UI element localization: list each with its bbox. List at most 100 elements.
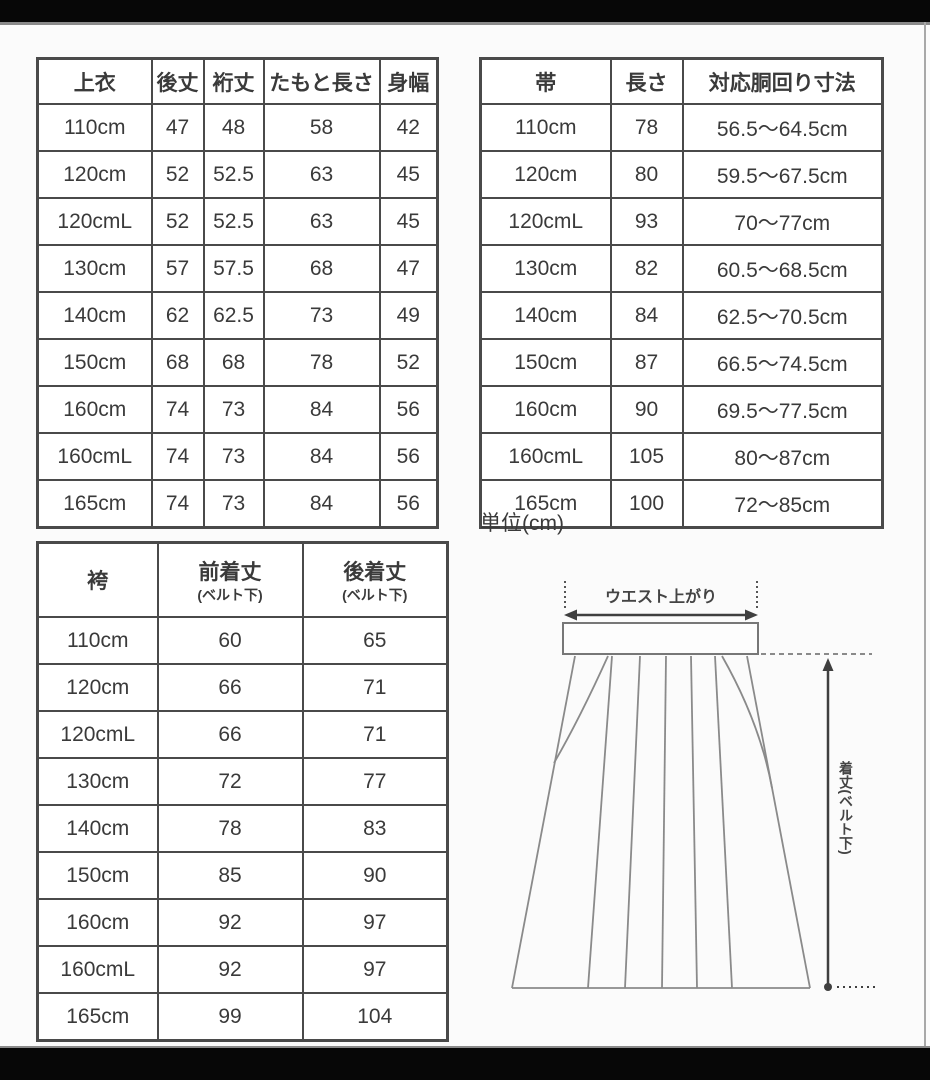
- value-cell: 92: [156, 945, 304, 994]
- column-header: 長さ: [609, 57, 684, 105]
- value-cell: 71: [301, 710, 449, 759]
- table-row: 120cm 52 52.5 63 45: [36, 150, 439, 199]
- top-letterbox-bar: [0, 0, 930, 25]
- table-row: 110cm 78 56.5〜64.5cm: [479, 103, 884, 152]
- size-cell: 130cm: [479, 244, 612, 293]
- table-row: 140cm 62 62.5 73 49: [36, 291, 439, 340]
- value-cell: 62.5〜70.5cm: [681, 291, 884, 340]
- length-arrow: [822, 658, 878, 991]
- value-cell: 66: [156, 710, 304, 759]
- value-cell: 63: [262, 197, 381, 246]
- value-cell: 80: [609, 150, 684, 199]
- size-cell: 150cm: [36, 338, 153, 387]
- table-row: 120cmL 52 52.5 63 45: [36, 197, 439, 246]
- size-cell: 140cm: [36, 804, 159, 853]
- value-cell: 52.5: [202, 197, 265, 246]
- value-cell: 73: [202, 432, 265, 481]
- value-cell: 48: [202, 103, 265, 152]
- size-cell: 160cm: [36, 898, 159, 947]
- column-header: 対応胴回り寸法: [681, 57, 884, 105]
- value-cell: 90: [301, 851, 449, 900]
- value-cell: 74: [150, 385, 205, 434]
- table-row: 165cm 100 72〜85cm: [479, 479, 884, 529]
- table-row: 160cmL 74 73 84 56: [36, 432, 439, 481]
- table-row: 150cm 87 66.5〜74.5cm: [479, 338, 884, 387]
- value-cell: 73: [262, 291, 381, 340]
- table-row: 130cm 72 77: [36, 757, 449, 806]
- size-cell: 130cm: [36, 244, 153, 293]
- column-header: 帯: [479, 57, 612, 105]
- value-cell: 104: [301, 992, 449, 1042]
- value-cell: 57.5: [202, 244, 265, 293]
- table-row: 160cmL 105 80〜87cm: [479, 432, 884, 481]
- table-row: 120cm 66 71: [36, 663, 449, 712]
- value-cell: 97: [301, 945, 449, 994]
- value-cell: 47: [150, 103, 205, 152]
- size-cell: 165cm: [36, 479, 153, 529]
- value-cell: 72: [156, 757, 304, 806]
- table-row: 165cm 74 73 84 56: [36, 479, 439, 529]
- photo-edge-line: [924, 22, 926, 1048]
- value-cell: 56.5〜64.5cm: [681, 103, 884, 152]
- value-cell: 56: [378, 385, 439, 434]
- size-cell: 140cm: [479, 291, 612, 340]
- header-row: 帯長さ 対応胴回り寸法: [479, 57, 884, 105]
- value-cell: 52: [150, 197, 205, 246]
- table-row: 120cm 80 59.5〜67.5cm: [479, 150, 884, 199]
- value-cell: 66: [156, 663, 304, 712]
- size-cell: 120cm: [479, 150, 612, 199]
- value-cell: 73: [202, 479, 265, 529]
- size-cell: 160cmL: [36, 945, 159, 994]
- table-row: 160cm 74 73 84 56: [36, 385, 439, 434]
- value-cell: 47: [378, 244, 439, 293]
- size-cell: 110cm: [479, 103, 612, 152]
- value-cell: 42: [378, 103, 439, 152]
- waist-width-label: ウエスト上がり: [605, 587, 717, 606]
- obi-size-table: 帯長さ 対応胴回り寸法 110cm 78 56.5〜64.5cm 120cm 80 59.5〜…: [479, 57, 884, 529]
- table-row: 130cm 57 57.5 68 47: [36, 244, 439, 293]
- table-row: 140cm 84 62.5〜70.5cm: [479, 291, 884, 340]
- table-row: 160cmL 92 97: [36, 945, 449, 994]
- hakama-size-table: 袴前着丈 (ベルト下) 後着丈 (ベルト下) 110cm 60 65 120cm 66 71 120…: [36, 541, 449, 1042]
- table-row: 110cm 47 48 58 42: [36, 103, 439, 152]
- value-cell: 90: [609, 385, 684, 434]
- value-cell: 78: [262, 338, 381, 387]
- value-cell: 45: [378, 197, 439, 246]
- header-row: 袴前着丈 (ベルト下) 後着丈 (ベルト下): [36, 541, 449, 618]
- table-row: 120cmL 66 71: [36, 710, 449, 759]
- size-cell: 110cm: [36, 103, 153, 152]
- value-cell: 82: [609, 244, 684, 293]
- value-cell: 56: [378, 432, 439, 481]
- size-cell: 120cm: [36, 150, 153, 199]
- size-cell: 120cm: [36, 663, 159, 712]
- value-cell: 78: [156, 804, 304, 853]
- value-cell: 60.5〜68.5cm: [681, 244, 884, 293]
- value-cell: 87: [609, 338, 684, 387]
- table-row: 140cm 78 83: [36, 804, 449, 853]
- column-header: 後着丈 (ベルト下): [301, 541, 449, 618]
- table-row: 110cm 60 65: [36, 616, 449, 665]
- value-cell: 84: [262, 385, 381, 434]
- column-header: たもと長さ: [262, 57, 381, 105]
- table-row: 130cm 82 60.5〜68.5cm: [479, 244, 884, 293]
- value-cell: 100: [609, 479, 684, 529]
- jacket-size-table: 上衣 後丈 裄丈 たもと長さ 身幅 110cm 47 48 58 42 120cm 52 52.5 63 4…: [36, 57, 439, 529]
- size-cell: 120cmL: [36, 710, 159, 759]
- bottom-letterbox-bar: [0, 1046, 930, 1080]
- column-header: 後丈: [150, 57, 205, 105]
- value-cell: 70〜77cm: [681, 197, 884, 246]
- table-row: 150cm 68 68 78 52: [36, 338, 439, 387]
- column-header-sub: (ベルト下): [197, 587, 263, 604]
- hakama-body: [511, 655, 811, 989]
- value-cell: 66.5〜74.5cm: [681, 338, 884, 387]
- value-cell: 62: [150, 291, 205, 340]
- column-header: 袴: [36, 541, 159, 618]
- value-cell: 78: [609, 103, 684, 152]
- size-cell: 110cm: [36, 616, 159, 665]
- size-cell: 120cmL: [36, 197, 153, 246]
- hakama-diagram: ウエスト上がり: [511, 581, 878, 991]
- value-cell: 83: [301, 804, 449, 853]
- waistband: [562, 622, 759, 655]
- size-cell: 160cm: [36, 385, 153, 434]
- value-cell: 97: [301, 898, 449, 947]
